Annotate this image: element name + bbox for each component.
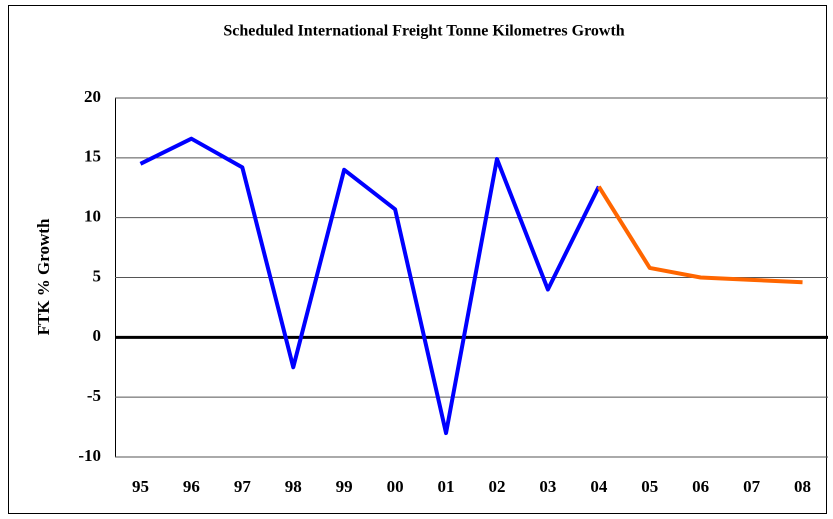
x-tick-label: 06 — [692, 477, 709, 496]
x-tick-label: 97 — [234, 477, 252, 496]
x-tick-label: 01 — [438, 477, 455, 496]
x-tick-label: 02 — [488, 477, 505, 496]
x-tick-label: 04 — [590, 477, 608, 496]
x-tick-label: 99 — [336, 477, 353, 496]
x-tick-label: 96 — [183, 477, 200, 496]
y-tick-label: 15 — [84, 147, 101, 166]
y-tick-label: -5 — [87, 386, 101, 405]
x-tick-label: 08 — [794, 477, 811, 496]
x-tick-label: 00 — [387, 477, 404, 496]
y-tick-label: 20 — [84, 87, 101, 106]
y-tick-label: 10 — [84, 207, 101, 226]
chart-title: Scheduled International Freight Tonne Ki… — [223, 23, 624, 40]
x-tick-label: 03 — [539, 477, 556, 496]
x-tick-label: 05 — [641, 477, 658, 496]
y-tick-label: -10 — [78, 446, 101, 465]
x-tick-label: 95 — [132, 477, 149, 496]
data-line — [139, 136, 601, 436]
x-tick-label: 98 — [285, 477, 302, 496]
data-line — [597, 185, 803, 285]
y-tick-label: 5 — [93, 266, 102, 285]
y-axis-label: FTK % Growth — [34, 218, 53, 335]
x-tick-label: 07 — [743, 477, 761, 496]
chart-frame — [8, 5, 827, 514]
y-tick-label: 0 — [93, 326, 102, 345]
